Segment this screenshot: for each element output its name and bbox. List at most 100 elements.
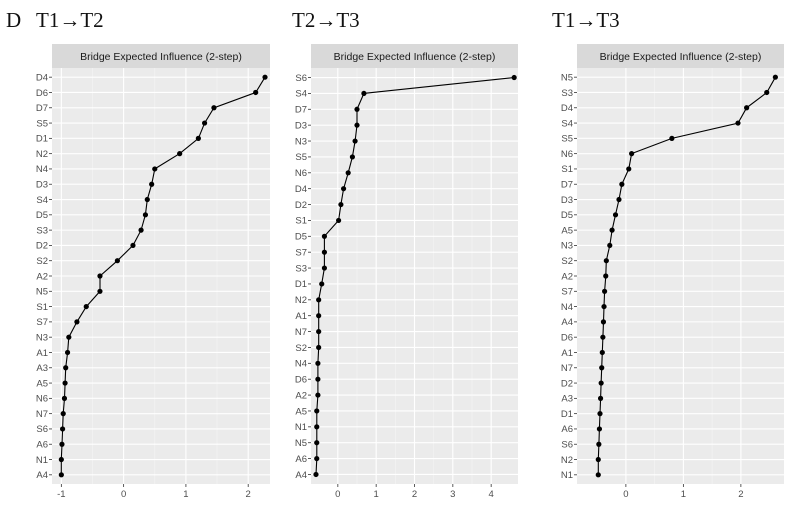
- y-tick-label: A6: [295, 454, 307, 465]
- x-tick-label: 2: [412, 489, 417, 500]
- data-point-S3: [138, 227, 144, 233]
- panel-title: T1→T3: [552, 8, 620, 32]
- data-point-D2: [130, 242, 136, 249]
- data-point-S1: [626, 166, 632, 172]
- y-tick-label: D7: [36, 103, 48, 114]
- x-tick-label: -1: [57, 489, 65, 500]
- y-tick-label: D6: [561, 332, 573, 343]
- y-tick-label: S4: [295, 89, 307, 100]
- y-tick-label: A2: [295, 390, 307, 401]
- y-tick-label: S5: [36, 118, 48, 129]
- y-tick-label: N5: [295, 438, 307, 449]
- data-point-D1: [195, 135, 201, 141]
- facet-strip: [311, 44, 518, 68]
- y-tick-label: N2: [295, 295, 307, 306]
- y-tick-label: S2: [295, 343, 307, 354]
- y-tick-label: S3: [561, 88, 573, 99]
- data-point-N7: [316, 328, 322, 335]
- data-point-N7: [60, 411, 66, 417]
- x-tick-label: 0: [623, 489, 628, 500]
- y-tick-label: A6: [36, 440, 48, 451]
- y-tick-label: A2: [561, 271, 573, 282]
- data-point-S4: [361, 90, 367, 97]
- y-tick-label: S4: [36, 195, 48, 206]
- y-tick-label: S4: [561, 118, 573, 129]
- x-tick-label: 2: [246, 489, 251, 500]
- data-point-A5: [609, 227, 615, 233]
- y-tick-label: S7: [561, 287, 573, 298]
- data-point-S7: [321, 249, 328, 255]
- data-point-A2: [97, 273, 103, 279]
- data-point-D6: [600, 334, 606, 340]
- y-tick-label: A3: [561, 394, 573, 405]
- y-tick-label: S1: [561, 164, 573, 175]
- data-point-N5: [97, 288, 103, 294]
- y-tick-label: S5: [561, 134, 573, 145]
- y-tick-label: N3: [561, 241, 573, 252]
- y-tick-label: D1: [36, 134, 48, 145]
- data-point-S2: [603, 258, 609, 264]
- data-point-S5: [202, 120, 208, 126]
- y-tick-label: S6: [36, 424, 48, 435]
- x-tick-label: 4: [489, 489, 494, 500]
- y-tick-label: D5: [36, 210, 48, 221]
- data-point-D5: [321, 233, 328, 239]
- data-point-D1: [597, 411, 603, 417]
- x-tick-label: 1: [183, 489, 188, 500]
- y-tick-label: D3: [36, 180, 48, 191]
- data-point-S6: [596, 441, 602, 447]
- y-tick-label: N1: [36, 455, 48, 466]
- x-tick-label: 0: [335, 489, 340, 500]
- y-tick-label: D3: [295, 120, 307, 131]
- panel-title: T1→T2: [36, 8, 104, 32]
- y-tick-label: N6: [295, 168, 307, 179]
- data-point-N4: [601, 303, 607, 310]
- data-point-N2: [595, 456, 601, 463]
- data-point-N5: [314, 440, 320, 446]
- y-tick-label: S7: [36, 317, 48, 328]
- x-tick-label: 0: [121, 489, 126, 500]
- data-point-A4: [600, 319, 607, 325]
- y-tick-label: D2: [295, 200, 307, 211]
- data-point-D3: [149, 181, 155, 187]
- chart-panel-3: T1→T3 Bridge Expected Influence (2-step) 0…: [552, 8, 784, 500]
- data-point-A3: [597, 395, 604, 401]
- data-point-A6: [59, 441, 65, 447]
- data-point-D7: [354, 106, 360, 112]
- y-tick-label: D2: [36, 241, 48, 252]
- data-point-N1: [595, 472, 601, 478]
- x-tick-label: 2: [738, 489, 743, 500]
- y-tick-label: N3: [295, 136, 307, 147]
- y-tick-label: N7: [36, 409, 48, 420]
- y-tick-label: N4: [36, 164, 48, 175]
- data-point-A1: [64, 349, 71, 356]
- data-point-D4: [262, 74, 268, 80]
- data-point-N6: [629, 151, 635, 157]
- y-tick-label: S3: [295, 263, 307, 274]
- y-tick-label: A5: [561, 225, 573, 236]
- data-point-S3: [764, 89, 770, 96]
- y-tick-label: N2: [561, 455, 573, 466]
- data-point-N4: [152, 166, 158, 172]
- facet-strip: [52, 44, 270, 68]
- chart-panels: T1→T2 Bridge Expected Influence (2-step) -…: [36, 8, 784, 500]
- y-tick-label: N1: [561, 470, 573, 481]
- y-tick-label: D3: [561, 195, 573, 206]
- y-tick-label: S1: [295, 216, 307, 227]
- data-point-S6: [59, 426, 66, 432]
- y-tick-label: S6: [561, 440, 573, 451]
- data-point-S6: [511, 74, 517, 81]
- data-point-A6: [314, 455, 320, 462]
- y-tick-label: D6: [295, 375, 307, 386]
- y-tick-label: N2: [36, 149, 48, 160]
- data-point-N3: [607, 242, 613, 249]
- y-tick-label: S5: [295, 152, 307, 163]
- y-tick-label: D1: [561, 409, 573, 420]
- y-tick-label: D7: [295, 105, 307, 116]
- data-point-N4: [315, 360, 321, 366]
- data-point-D2: [598, 380, 604, 386]
- data-point-N1: [314, 424, 320, 430]
- y-tick-label: S2: [561, 256, 573, 267]
- y-tick-label: S7: [295, 247, 307, 258]
- y-tick-label: D4: [561, 103, 573, 114]
